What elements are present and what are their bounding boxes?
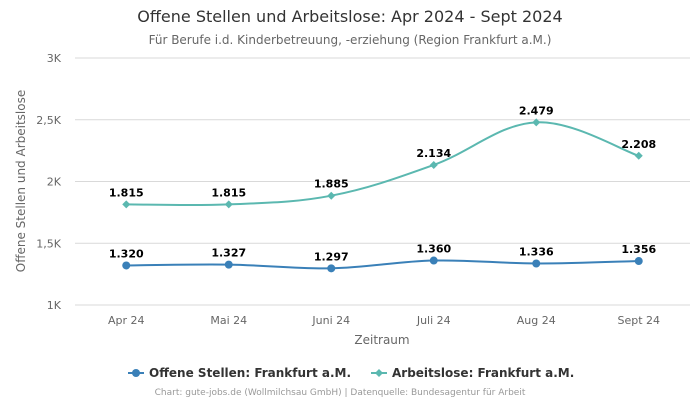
grid-lines — [75, 57, 690, 306]
x-tick-label: Juli 24 — [416, 314, 451, 327]
x-axis-label: Zeitraum — [354, 333, 409, 347]
data-point-marker[interactable] — [634, 257, 643, 266]
x-axis-ticks: Apr 24 Mai 24 Juni 24 Juli 24 Aug 24 Sept 24 — [108, 314, 660, 327]
y-axis-label: Offene Stellen und Arbeitslose — [14, 90, 28, 272]
chart-title: Offene Stellen und Arbeitslose: Apr 2024… — [137, 7, 562, 26]
data-label: 1.297 — [314, 250, 349, 263]
legend-item-open-positions[interactable]: Offene Stellen: Frankfurt a.M. — [128, 366, 351, 380]
data-label: 1.336 — [519, 246, 554, 259]
data-label: 1.356 — [621, 243, 656, 256]
y-tick-label: 1K — [47, 299, 62, 312]
y-tick-label: 2K — [47, 176, 62, 189]
data-point-marker[interactable] — [532, 118, 541, 127]
data-point-marker[interactable] — [224, 260, 233, 269]
x-tick-label: Apr 24 — [108, 314, 145, 327]
data-label: 1.327 — [211, 247, 246, 260]
chart-subtitle: Für Berufe i.d. Kinderbetreuung, -erzieh… — [149, 33, 552, 47]
x-tick-label: Mai 24 — [210, 314, 247, 327]
legend-diamond-marker-icon — [375, 369, 383, 377]
legend-label-unemployed: Arbeitslose: Frankfurt a.M. — [392, 366, 574, 380]
data-label: 2.208 — [621, 138, 656, 151]
legend[interactable]: Offene Stellen: Frankfurt a.M. Arbeitslo… — [128, 366, 574, 380]
y-tick-label: 3K — [47, 52, 62, 65]
legend-label-open-positions: Offene Stellen: Frankfurt a.M. — [149, 366, 351, 380]
data-point-marker[interactable] — [327, 264, 336, 273]
data-point-marker[interactable] — [429, 256, 438, 265]
data-point-marker[interactable] — [532, 259, 541, 268]
data-label: 1.815 — [211, 186, 246, 199]
data-label: 1.320 — [109, 247, 144, 260]
series-layer — [122, 118, 643, 273]
data-label: 1.360 — [416, 243, 451, 256]
data-label: 1.815 — [109, 186, 144, 199]
y-tick-label: 1,5K — [36, 237, 61, 250]
y-tick-label: 2,5K — [36, 114, 61, 127]
series-line-1 — [126, 121, 640, 207]
data-label: 2.479 — [519, 104, 554, 117]
data-label: 2.134 — [416, 147, 451, 160]
chart-credits: Chart: gute-jobs.de (Wollmilchsau GmbH) … — [155, 388, 526, 398]
data-point-marker[interactable] — [122, 200, 131, 209]
data-point-marker[interactable] — [224, 200, 233, 209]
data-labels: 1.320 1.327 1.297 1.360 1.336 1.356 1.815 1.815… — [109, 104, 657, 263]
series-line-0 — [126, 259, 639, 270]
data-point-marker[interactable] — [429, 160, 438, 169]
data-point-marker[interactable] — [634, 151, 643, 160]
x-tick-label: Aug 24 — [517, 314, 556, 327]
data-point-marker[interactable] — [327, 191, 336, 200]
legend-circle-marker-icon — [132, 369, 140, 377]
data-label: 1.885 — [314, 178, 349, 191]
x-tick-label: Sept 24 — [617, 314, 660, 327]
x-tick-label: Juni 24 — [311, 314, 350, 327]
legend-item-unemployed[interactable]: Arbeitslose: Frankfurt a.M. — [371, 366, 574, 380]
y-axis-ticks: 1K 1,5K 2K 2,5K 3K — [36, 52, 61, 312]
data-point-marker[interactable] — [122, 261, 131, 270]
